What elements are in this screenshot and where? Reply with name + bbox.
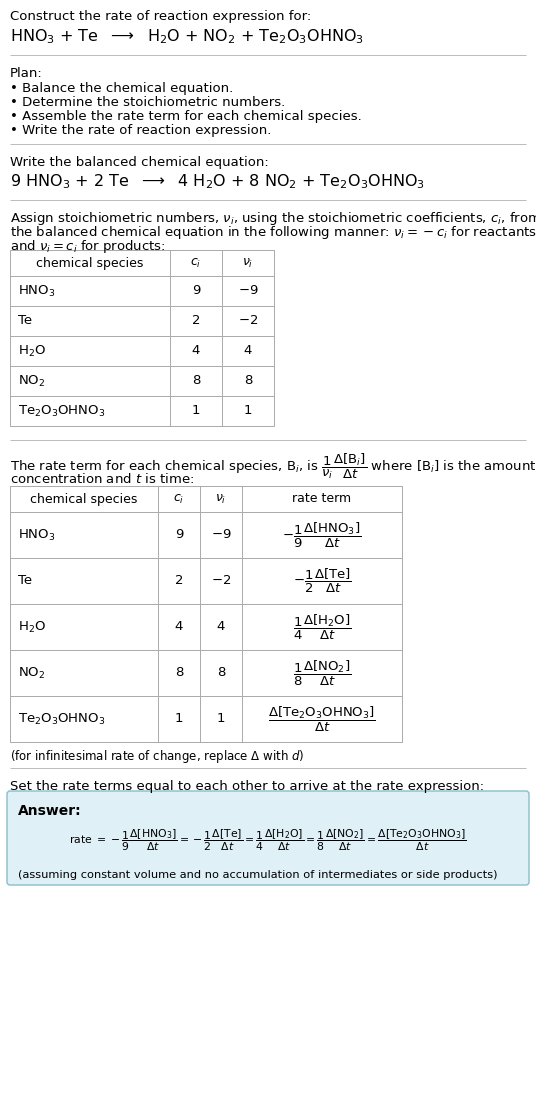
Text: and $\nu_i = c_i$ for products:: and $\nu_i = c_i$ for products:	[10, 238, 166, 255]
Text: • Determine the stoichiometric numbers.: • Determine the stoichiometric numbers.	[10, 96, 285, 109]
Text: $\dfrac{\Delta[\mathrm{Te_2O_3OHNO_3}]}{\Delta t}$: $\dfrac{\Delta[\mathrm{Te_2O_3OHNO_3}]}{…	[268, 705, 376, 734]
Text: Answer:: Answer:	[18, 804, 81, 818]
Text: concentration and $t$ is time:: concentration and $t$ is time:	[10, 472, 194, 486]
Text: 8: 8	[192, 374, 200, 387]
Text: Construct the rate of reaction expression for:: Construct the rate of reaction expressio…	[10, 10, 311, 23]
Text: Te$_2$O$_3$OHNO$_3$: Te$_2$O$_3$OHNO$_3$	[18, 711, 106, 726]
Text: 4: 4	[244, 345, 252, 358]
Text: 1: 1	[192, 405, 200, 418]
Text: NO$_2$: NO$_2$	[18, 373, 46, 388]
Text: 2: 2	[192, 314, 200, 327]
FancyBboxPatch shape	[7, 791, 529, 885]
Text: $c_i$: $c_i$	[190, 256, 202, 269]
Text: Set the rate terms equal to each other to arrive at the rate expression:: Set the rate terms equal to each other t…	[10, 780, 484, 793]
Text: 9: 9	[192, 284, 200, 298]
Text: NO$_2$: NO$_2$	[18, 665, 46, 680]
Text: (for infinitesimal rate of change, replace Δ with $d$): (for infinitesimal rate of change, repla…	[10, 748, 304, 765]
Text: H$_2$O: H$_2$O	[18, 344, 46, 359]
Text: chemical species: chemical species	[31, 492, 138, 505]
Text: 9: 9	[175, 528, 183, 542]
Text: the balanced chemical equation in the following manner: $\nu_i = -c_i$ for react: the balanced chemical equation in the fo…	[10, 224, 536, 241]
Text: 1: 1	[217, 712, 225, 725]
Text: $-9$: $-9$	[211, 528, 232, 542]
Text: $-2$: $-2$	[238, 314, 258, 327]
Text: $\nu_i$: $\nu_i$	[242, 256, 254, 269]
Text: 2: 2	[175, 574, 183, 587]
Text: $\dfrac{1}{4}\dfrac{\Delta[\mathrm{H_2O}]}{\Delta t}$: $\dfrac{1}{4}\dfrac{\Delta[\mathrm{H_2O}…	[293, 613, 351, 641]
Text: $\nu_i$: $\nu_i$	[215, 492, 227, 505]
Bar	[10, 486, 402, 742]
Text: chemical species: chemical species	[36, 256, 144, 269]
Text: Plan:: Plan:	[10, 67, 43, 80]
Text: 8: 8	[175, 666, 183, 679]
Text: 9 HNO$_3$ + 2 Te  $\longrightarrow$  4 H$_2$O + 8 NO$_2$ + Te$_2$O$_3$OHNO$_3$: 9 HNO$_3$ + 2 Te $\longrightarrow$ 4 H$_…	[10, 172, 425, 190]
Text: $\dfrac{1}{8}\dfrac{\Delta[\mathrm{NO_2}]}{\Delta t}$: $\dfrac{1}{8}\dfrac{\Delta[\mathrm{NO_2}…	[293, 659, 351, 688]
Text: HNO$_3$: HNO$_3$	[18, 283, 56, 299]
Text: 4: 4	[217, 620, 225, 633]
Text: rate term: rate term	[293, 492, 352, 505]
Text: $c_i$: $c_i$	[173, 492, 184, 505]
Text: (assuming constant volume and no accumulation of intermediates or side products): (assuming constant volume and no accumul…	[18, 870, 497, 880]
Text: Te: Te	[18, 314, 32, 327]
Text: $-\dfrac{1}{9}\dfrac{\Delta[\mathrm{HNO_3}]}{\Delta t}$: $-\dfrac{1}{9}\dfrac{\Delta[\mathrm{HNO_…	[282, 521, 362, 549]
Text: $-\dfrac{1}{2}\dfrac{\Delta[\mathrm{Te}]}{\Delta t}$: $-\dfrac{1}{2}\dfrac{\Delta[\mathrm{Te}]…	[293, 567, 352, 595]
Text: $-9$: $-9$	[237, 284, 258, 298]
Text: 4: 4	[175, 620, 183, 633]
Text: rate $= -\dfrac{1}{9}\dfrac{\Delta[\mathrm{HNO_3}]}{\Delta t} = -\dfrac{1}{2}\df: rate $= -\dfrac{1}{9}\dfrac{\Delta[\math…	[69, 827, 467, 852]
Text: 1: 1	[175, 712, 183, 725]
Text: • Write the rate of reaction expression.: • Write the rate of reaction expression.	[10, 124, 271, 137]
Text: $-2$: $-2$	[211, 574, 231, 587]
Text: Assign stoichiometric numbers, $\nu_i$, using the stoichiometric coefficients, $: Assign stoichiometric numbers, $\nu_i$, …	[10, 210, 536, 226]
Text: 1: 1	[244, 405, 252, 418]
Text: • Balance the chemical equation.: • Balance the chemical equation.	[10, 82, 233, 95]
Text: 8: 8	[217, 666, 225, 679]
Text: Write the balanced chemical equation:: Write the balanced chemical equation:	[10, 156, 269, 168]
Text: • Assemble the rate term for each chemical species.: • Assemble the rate term for each chemic…	[10, 110, 362, 123]
Text: The rate term for each chemical species, B$_i$, is $\dfrac{1}{\nu_i}\dfrac{\Delt: The rate term for each chemical species,…	[10, 452, 536, 481]
Text: Te$_2$O$_3$OHNO$_3$: Te$_2$O$_3$OHNO$_3$	[18, 404, 106, 419]
Text: 8: 8	[244, 374, 252, 387]
Bar	[10, 251, 274, 426]
Text: Te: Te	[18, 574, 32, 587]
Text: HNO$_3$: HNO$_3$	[18, 527, 56, 543]
Text: 4: 4	[192, 345, 200, 358]
Text: H$_2$O: H$_2$O	[18, 619, 46, 635]
Text: HNO$_3$ + Te  $\longrightarrow$  H$_2$O + NO$_2$ + Te$_2$O$_3$OHNO$_3$: HNO$_3$ + Te $\longrightarrow$ H$_2$O + …	[10, 27, 364, 46]
